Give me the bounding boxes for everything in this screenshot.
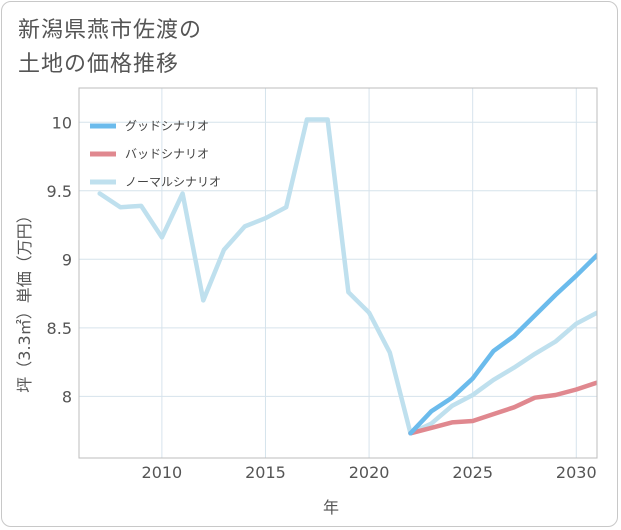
chart-title-line2: 土地の価格推移	[18, 52, 180, 77]
legend-label-2: ノーマルシナリオ	[125, 175, 221, 189]
tick-labels: 2010 2015 2020 2025 2030 8 8.5 9 9.5 10	[47, 113, 597, 482]
grid-lines	[79, 88, 597, 458]
legend-label-0: グッドシナリオ	[125, 119, 209, 133]
x-axis-label: 年	[323, 498, 339, 517]
y-axis-label: 坪（3.3㎡）単価（万円）	[15, 207, 34, 392]
plot-frame	[78, 87, 598, 459]
series-line-2	[97, 117, 597, 436]
x-tick-label: 2025	[452, 463, 493, 482]
chart-title: 新潟県燕市佐渡の 土地の価格推移	[18, 14, 438, 82]
x-tick-label: 2015	[245, 463, 286, 482]
series-line-0	[408, 252, 597, 436]
legend-label-1: バッドシナリオ	[125, 147, 209, 161]
series-line-1	[408, 380, 597, 436]
y-tick-label: 8.5	[47, 319, 72, 338]
x-tick-label: 2030	[556, 463, 597, 482]
x-tick-label: 2020	[349, 463, 390, 482]
y-tick-label: 9	[62, 250, 72, 269]
y-tick-label: 8	[62, 387, 72, 406]
y-tick-label: 10	[52, 113, 72, 132]
chart-title-line1: 新潟県燕市佐渡の	[18, 18, 203, 43]
y-tick-label: 9.5	[47, 182, 72, 201]
x-tick-label: 2010	[142, 463, 183, 482]
series-group	[97, 117, 597, 436]
